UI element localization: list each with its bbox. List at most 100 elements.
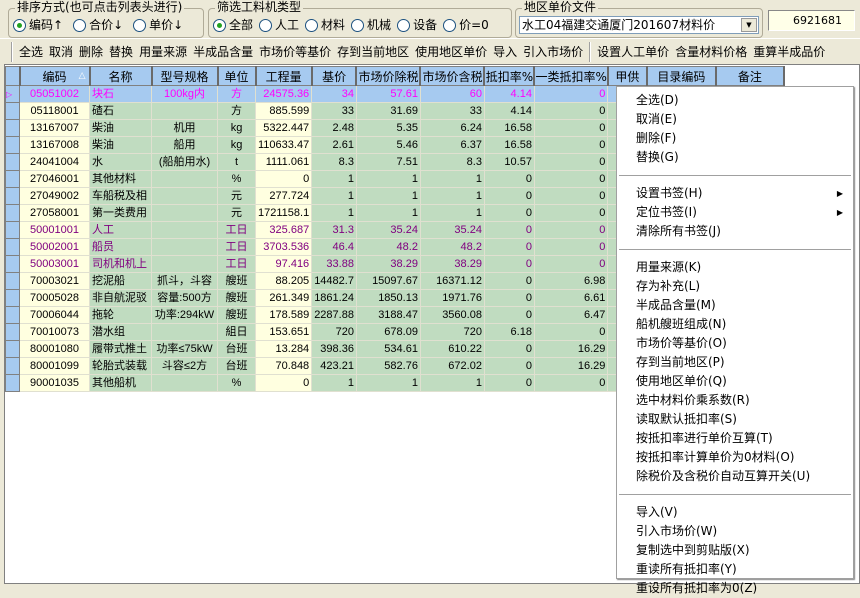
cell[interactable]: 10.57: [483, 153, 535, 171]
menu-item[interactable]: 按抵扣率计算单价为0材料(O): [617, 448, 853, 467]
row-indicator[interactable]: [5, 187, 20, 205]
cell[interactable]: 方: [217, 85, 256, 103]
row-indicator[interactable]: [5, 289, 20, 307]
filter-radio-1[interactable]: 人工: [259, 18, 299, 32]
cell[interactable]: 艘班: [217, 272, 256, 290]
toolbar-button-5[interactable]: 半成品含量: [193, 44, 254, 59]
menu-item[interactable]: 存到当前地区(P): [617, 353, 853, 372]
column-header[interactable]: 型号规格: [151, 66, 219, 86]
sort-radio-2[interactable]: 单价↓: [133, 18, 183, 32]
cell[interactable]: 其他船机: [89, 374, 152, 392]
cell[interactable]: 第一类费用: [89, 204, 152, 222]
cell[interactable]: 16.58: [483, 136, 535, 154]
cell[interactable]: 1: [419, 204, 485, 222]
cell[interactable]: 35.24: [355, 221, 421, 239]
filter-radio-5[interactable]: 价=0: [443, 18, 489, 32]
menu-item[interactable]: 清除所有书签(J): [617, 222, 853, 241]
cell[interactable]: [151, 170, 218, 188]
column-header[interactable]: 甲供: [607, 66, 648, 86]
menu-item[interactable]: 重读所有抵扣率(Y): [617, 560, 853, 579]
cell[interactable]: 1: [311, 187, 357, 205]
cell[interactable]: 48.2: [355, 238, 421, 256]
cell[interactable]: 05118001: [19, 102, 90, 120]
cell[interactable]: 15097.67: [355, 272, 421, 290]
cell[interactable]: 司机和机上: [89, 255, 152, 273]
cell[interactable]: 5.46: [355, 136, 421, 154]
cell[interactable]: 5322.447: [254, 119, 313, 137]
filter-radio-0[interactable]: 全部: [213, 18, 253, 32]
radio-circle-icon[interactable]: [213, 18, 226, 32]
cell[interactable]: kg: [217, 136, 256, 154]
toolbar-button-4[interactable]: 用量来源: [139, 44, 188, 59]
cell[interactable]: 1: [355, 170, 421, 188]
cell[interactable]: 功率:294kW: [151, 306, 218, 324]
cell[interactable]: 13167007: [19, 119, 90, 137]
filter-radio-2[interactable]: 材料: [305, 18, 345, 32]
cell[interactable]: 4.14: [483, 85, 535, 103]
cell[interactable]: 2287.88: [311, 306, 357, 324]
cell[interactable]: 35.24: [419, 221, 485, 239]
row-indicator[interactable]: [5, 170, 20, 188]
radio-circle-icon[interactable]: [73, 18, 87, 32]
toolbar-button-13[interactable]: 重算半成品价: [753, 44, 826, 59]
cell[interactable]: 50001001: [19, 221, 90, 239]
cell[interactable]: 0: [533, 170, 609, 188]
cell[interactable]: 325.687: [254, 221, 313, 239]
cell[interactable]: 80001099: [19, 357, 90, 375]
cell[interactable]: 27049002: [19, 187, 90, 205]
cell[interactable]: 0: [483, 255, 535, 273]
toolbar-button-9[interactable]: 导入: [493, 44, 518, 59]
cell[interactable]: 水: [89, 153, 152, 171]
cell[interactable]: [151, 255, 218, 273]
cell[interactable]: 582.76: [355, 357, 421, 375]
row-indicator[interactable]: [5, 374, 20, 392]
cell[interactable]: 元: [217, 204, 256, 222]
cell[interactable]: 机用: [151, 119, 218, 137]
cell[interactable]: [151, 374, 218, 392]
cell[interactable]: 1: [355, 204, 421, 222]
cell[interactable]: 船员: [89, 238, 152, 256]
radio-circle-icon[interactable]: [13, 18, 26, 32]
cell[interactable]: 0: [533, 136, 609, 154]
cell[interactable]: 0: [483, 374, 535, 392]
cell[interactable]: 27046001: [19, 170, 90, 188]
cell[interactable]: 31.69: [355, 102, 421, 120]
cell[interactable]: 人工: [89, 221, 152, 239]
cell[interactable]: 工日: [217, 238, 256, 256]
toolbar-button-0[interactable]: 全选: [19, 44, 44, 59]
cell[interactable]: 7.51: [355, 153, 421, 171]
cell[interactable]: 潜水组: [89, 323, 152, 341]
column-header[interactable]: 抵扣率%: [483, 66, 536, 86]
cell[interactable]: 0: [483, 204, 535, 222]
cell[interactable]: 方: [217, 102, 256, 120]
menu-item[interactable]: 读取默认抵扣率(S): [617, 410, 853, 429]
toolbar-button-12[interactable]: 含量材料价格: [675, 44, 748, 59]
cell[interactable]: 0: [533, 187, 609, 205]
cell[interactable]: 0: [483, 340, 535, 358]
menu-item[interactable]: 取消(E): [617, 110, 853, 129]
cell[interactable]: 5.35: [355, 119, 421, 137]
cell[interactable]: 0: [254, 374, 313, 392]
cell[interactable]: 16371.12: [419, 272, 485, 290]
cell[interactable]: 1: [311, 170, 357, 188]
menu-item[interactable]: 使用地区单价(Q): [617, 372, 853, 391]
cell[interactable]: 3188.47: [355, 306, 421, 324]
cell[interactable]: 720: [419, 323, 485, 341]
cell[interactable]: 534.61: [355, 340, 421, 358]
cell[interactable]: 艘班: [217, 306, 256, 324]
menu-item[interactable]: 用量来源(K): [617, 258, 853, 277]
menu-item[interactable]: 重设所有抵扣率为0(Z): [617, 579, 853, 598]
row-indicator[interactable]: ▷: [5, 85, 20, 103]
cell[interactable]: 元: [217, 187, 256, 205]
cell[interactable]: 2.61: [311, 136, 357, 154]
cell[interactable]: 1850.13: [355, 289, 421, 307]
cell[interactable]: 工日: [217, 221, 256, 239]
cell[interactable]: 8.3: [419, 153, 485, 171]
column-header[interactable]: 备注: [715, 66, 785, 86]
cell[interactable]: 0: [533, 102, 609, 120]
menu-item[interactable]: 除税价及含税价自动互算开关(U): [617, 467, 853, 486]
menu-item[interactable]: 导入(V): [617, 503, 853, 522]
cell[interactable]: 履带式推土: [89, 340, 152, 358]
menu-item[interactable]: 存为补充(L): [617, 277, 853, 296]
menu-item[interactable]: 按抵扣率进行单价互算(T): [617, 429, 853, 448]
